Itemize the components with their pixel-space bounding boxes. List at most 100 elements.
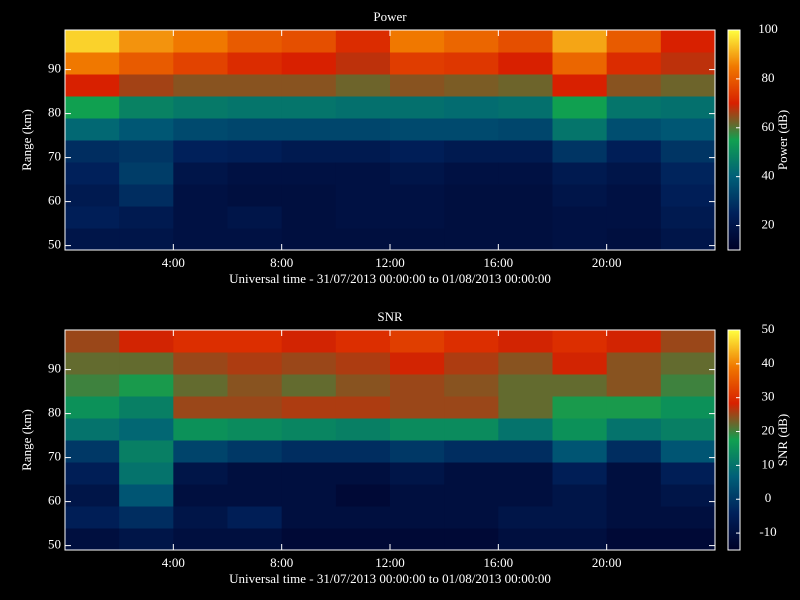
heatmap-cell bbox=[660, 206, 716, 229]
heatmap-cell bbox=[335, 206, 391, 229]
heatmap-cell bbox=[390, 440, 445, 463]
heatmap-cell bbox=[444, 184, 499, 207]
heatmap-cell bbox=[173, 528, 228, 551]
heatmap-cell bbox=[552, 418, 608, 441]
heatmap-cell bbox=[227, 96, 283, 119]
colorbar-label: Power (dB) bbox=[775, 110, 790, 170]
heatmap-cell bbox=[227, 30, 283, 53]
y-tick-label: 80 bbox=[48, 105, 61, 120]
heatmap-cell bbox=[173, 118, 228, 141]
colorbar-tick-label: 50 bbox=[762, 321, 775, 336]
heatmap-cell bbox=[119, 206, 174, 229]
heatmap-cell bbox=[552, 528, 608, 551]
heatmap-cell bbox=[660, 184, 716, 207]
heatmap-cell bbox=[65, 484, 120, 507]
heatmap-cell bbox=[281, 228, 337, 251]
colorbar-tick-label: -10 bbox=[759, 524, 776, 539]
heatmap-cell bbox=[444, 118, 499, 141]
heatmap-cell bbox=[119, 118, 174, 141]
heatmap-cell bbox=[444, 52, 499, 75]
heatmap-cell bbox=[390, 96, 445, 119]
heatmap-cell bbox=[227, 330, 283, 353]
heatmap-cell bbox=[173, 374, 228, 397]
heatmap-cell bbox=[390, 140, 445, 163]
heatmap-cell bbox=[498, 330, 553, 353]
heatmap-cell bbox=[390, 528, 445, 551]
heatmap-cell bbox=[281, 506, 337, 529]
heatmap-cell bbox=[281, 96, 337, 119]
heatmap-cell bbox=[65, 52, 120, 75]
heatmap-cell bbox=[552, 206, 608, 229]
x-axis-label: Universal time - 31/07/2013 00:00:00 to … bbox=[229, 571, 551, 586]
heatmap-cell bbox=[335, 162, 391, 185]
heatmap-cell bbox=[606, 118, 662, 141]
heatmap-cell bbox=[660, 440, 716, 463]
heatmap-cell bbox=[119, 462, 174, 485]
heatmap-cell bbox=[552, 440, 608, 463]
heatmap-cell bbox=[281, 462, 337, 485]
heatmap-cell bbox=[281, 374, 337, 397]
heatmap-cell bbox=[660, 330, 716, 353]
heatmap-cell bbox=[119, 52, 174, 75]
heatmap-cell bbox=[390, 484, 445, 507]
heatmap-cell bbox=[552, 330, 608, 353]
heatmap-cell bbox=[335, 140, 391, 163]
heatmap-cell bbox=[444, 484, 499, 507]
heatmap-cell bbox=[281, 206, 337, 229]
heatmap-cell bbox=[119, 484, 174, 507]
y-axis-label: Range (km) bbox=[19, 109, 34, 171]
heatmap-cell bbox=[444, 206, 499, 229]
heatmap-cell bbox=[119, 96, 174, 119]
y-tick-label: 90 bbox=[48, 361, 61, 376]
x-tick-label: 4:00 bbox=[162, 555, 185, 570]
heatmap-cell bbox=[173, 52, 228, 75]
heatmap-cell bbox=[498, 206, 553, 229]
heatmap-cell bbox=[552, 140, 608, 163]
heatmap-cell bbox=[390, 418, 445, 441]
heatmap-cell bbox=[335, 352, 391, 375]
heatmap-cell bbox=[606, 484, 662, 507]
heatmap-cell bbox=[606, 396, 662, 419]
colorbar-tick-label: 40 bbox=[762, 355, 775, 370]
heatmap-cell bbox=[335, 96, 391, 119]
heatmap-cell bbox=[227, 162, 283, 185]
heatmap-cell bbox=[119, 396, 174, 419]
heatmap-cell bbox=[660, 118, 716, 141]
heatmap-cell bbox=[335, 330, 391, 353]
heatmap-cell bbox=[444, 418, 499, 441]
heatmap-cell bbox=[444, 30, 499, 53]
y-tick-label: 50 bbox=[48, 237, 61, 252]
heatmap-cell bbox=[335, 184, 391, 207]
heatmap-cell bbox=[444, 462, 499, 485]
heatmap-cell bbox=[390, 506, 445, 529]
colorbar-tick-label: 0 bbox=[765, 490, 772, 505]
x-tick-label: 8:00 bbox=[270, 255, 293, 270]
heatmap-cell bbox=[498, 52, 553, 75]
heatmap-cell bbox=[606, 374, 662, 397]
colorbar-tick-label: 80 bbox=[762, 70, 775, 85]
heatmap-cell bbox=[660, 462, 716, 485]
heatmap-cell bbox=[281, 396, 337, 419]
heatmap-cell bbox=[390, 30, 445, 53]
heatmap-cell bbox=[444, 96, 499, 119]
heatmap-cell bbox=[65, 162, 120, 185]
heatmap-cell bbox=[65, 118, 120, 141]
heatmap-cell bbox=[281, 74, 337, 97]
heatmap-cell bbox=[390, 206, 445, 229]
colorbar-tick-label: 20 bbox=[762, 217, 775, 232]
heatmap-cell bbox=[281, 30, 337, 53]
heatmap-cell bbox=[498, 440, 553, 463]
colorbar bbox=[727, 329, 741, 551]
heatmap-cell bbox=[606, 74, 662, 97]
heatmap-cell bbox=[390, 396, 445, 419]
heatmap-cell bbox=[390, 352, 445, 375]
heatmap-cell bbox=[173, 440, 228, 463]
y-tick-label: 50 bbox=[48, 537, 61, 552]
heatmap-cell bbox=[660, 140, 716, 163]
heatmap-cell bbox=[173, 330, 228, 353]
chart-title: SNR bbox=[377, 309, 403, 324]
heatmap-cell bbox=[281, 140, 337, 163]
heatmap-cell bbox=[173, 462, 228, 485]
heatmap-cell bbox=[498, 352, 553, 375]
heatmap-cell bbox=[119, 74, 174, 97]
